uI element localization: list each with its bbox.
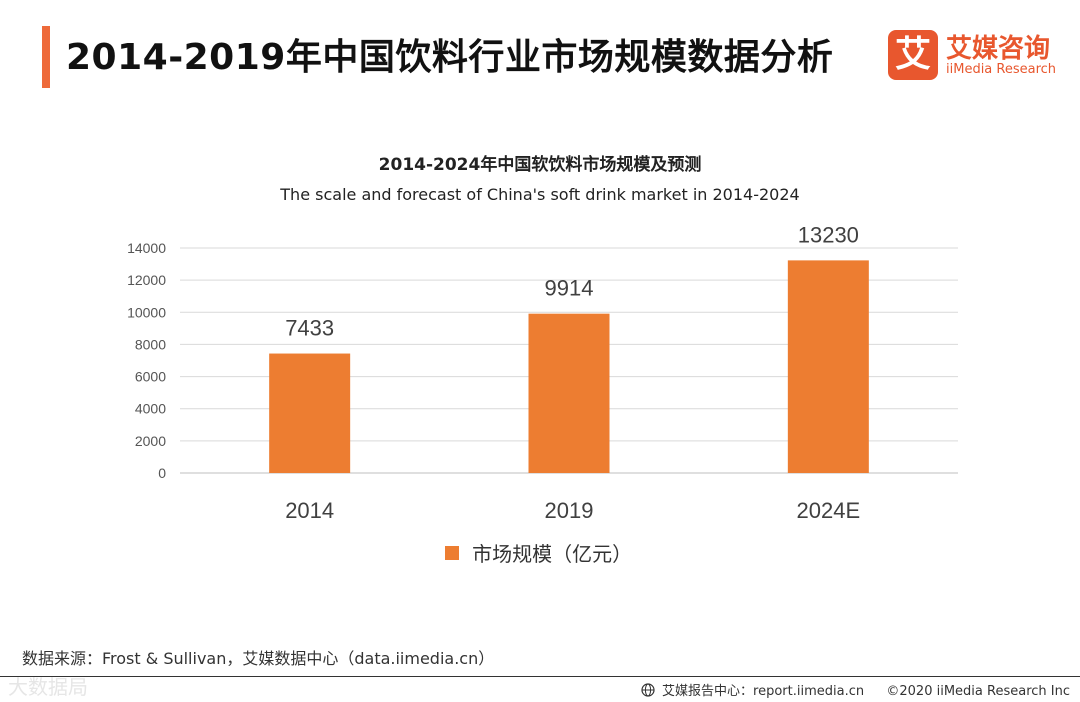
iimedia-logo: 艾 艾媒咨询 iiMedia Research xyxy=(888,30,1068,82)
data-label-2014: 7433 xyxy=(285,316,334,341)
footer-divider xyxy=(0,676,1080,677)
data-source-note: 数据来源：Frost & Sullivan，艾媒数据中心（data.iimedi… xyxy=(22,649,495,668)
y-tick-label: 2000 xyxy=(135,433,166,449)
y-tick-label: 4000 xyxy=(135,401,166,417)
y-tick-label: 12000 xyxy=(127,272,166,288)
logo-name-cn: 艾媒咨询 xyxy=(946,34,1051,64)
chart-legend: 市场规模（亿元） xyxy=(445,538,632,568)
page-title: 2014-2019年中国饮料行业市场规模数据分析 xyxy=(66,37,834,78)
copyright-text: ©2020 iiMedia Research Inc xyxy=(886,684,1070,699)
bar-2019 xyxy=(528,313,610,473)
y-tick-label: 0 xyxy=(158,465,166,481)
data-label-2019: 9914 xyxy=(545,276,594,301)
x-tick-label-2019: 2019 xyxy=(545,498,594,523)
title-accent-bar xyxy=(42,26,50,88)
footer-credits: 艾媒报告中心：report.iimedia.cn ©2020 iiMedia R… xyxy=(641,680,1070,699)
report-center-link[interactable]: 艾媒报告中心：report.iimedia.cn xyxy=(662,684,865,699)
x-tick-label-2024E: 2024E xyxy=(797,498,861,523)
watermark-text: 大数据局 xyxy=(8,675,88,699)
globe-icon xyxy=(641,683,655,697)
y-tick-label: 8000 xyxy=(135,336,166,352)
y-tick-label: 10000 xyxy=(127,304,166,320)
legend-label: 市场规模（亿元） xyxy=(472,542,633,566)
y-tick-label: 6000 xyxy=(135,369,166,385)
y-tick-label: 14000 xyxy=(127,240,166,256)
bar-2024E xyxy=(787,260,869,473)
data-label-2024E: 13230 xyxy=(798,222,859,247)
chart-title: 2014-2024年中国软饮料市场规模及预测 xyxy=(378,155,702,175)
legend-swatch xyxy=(445,545,459,560)
bar-2014 xyxy=(269,353,351,473)
x-tick-label-2014: 2014 xyxy=(285,498,334,523)
logo-mark-icon: 艾 xyxy=(888,30,938,80)
logo-name-en: iiMedia Research xyxy=(946,62,1057,77)
chart-subtitle: The scale and forecast of China's soft d… xyxy=(280,185,800,204)
